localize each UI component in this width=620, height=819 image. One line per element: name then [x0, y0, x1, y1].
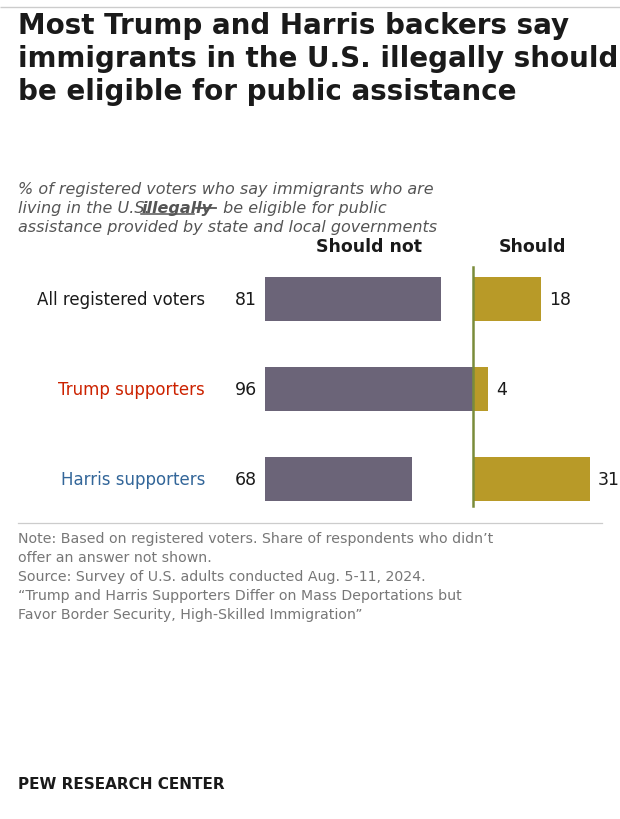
Text: living in the U.S.: living in the U.S.	[18, 201, 155, 215]
Text: PEW RESEARCH CENTER: PEW RESEARCH CENTER	[18, 776, 224, 791]
Text: Should: Should	[499, 238, 567, 256]
Text: Harris supporters: Harris supporters	[61, 470, 205, 488]
Text: 96: 96	[235, 381, 257, 399]
Text: Note: Based on registered voters. Share of respondents who didn’t
offer an answe: Note: Based on registered voters. Share …	[18, 532, 494, 621]
Bar	[265, 458, 412, 501]
Text: 4: 4	[496, 381, 507, 399]
Bar	[473, 278, 541, 322]
Text: 18: 18	[549, 291, 571, 309]
Bar	[265, 368, 473, 411]
Text: 68: 68	[235, 470, 257, 488]
Text: 81: 81	[235, 291, 257, 309]
Text: % of registered voters who say immigrants who are: % of registered voters who say immigrant…	[18, 182, 433, 197]
Text: Should not: Should not	[316, 238, 422, 256]
Text: 31: 31	[598, 470, 620, 488]
Text: illegally: illegally	[141, 201, 212, 215]
Text: be eligible for public: be eligible for public	[218, 201, 387, 215]
Text: Trump supporters: Trump supporters	[58, 381, 205, 399]
Bar	[473, 458, 590, 501]
Text: assistance provided by state and local governments: assistance provided by state and local g…	[18, 219, 437, 235]
Bar	[265, 278, 440, 322]
Text: All registered voters: All registered voters	[37, 291, 205, 309]
Bar	[473, 368, 488, 411]
Text: Most Trump and Harris backers say
immigrants in the U.S. illegally shouldn’t
be : Most Trump and Harris backers say immigr…	[18, 12, 620, 106]
